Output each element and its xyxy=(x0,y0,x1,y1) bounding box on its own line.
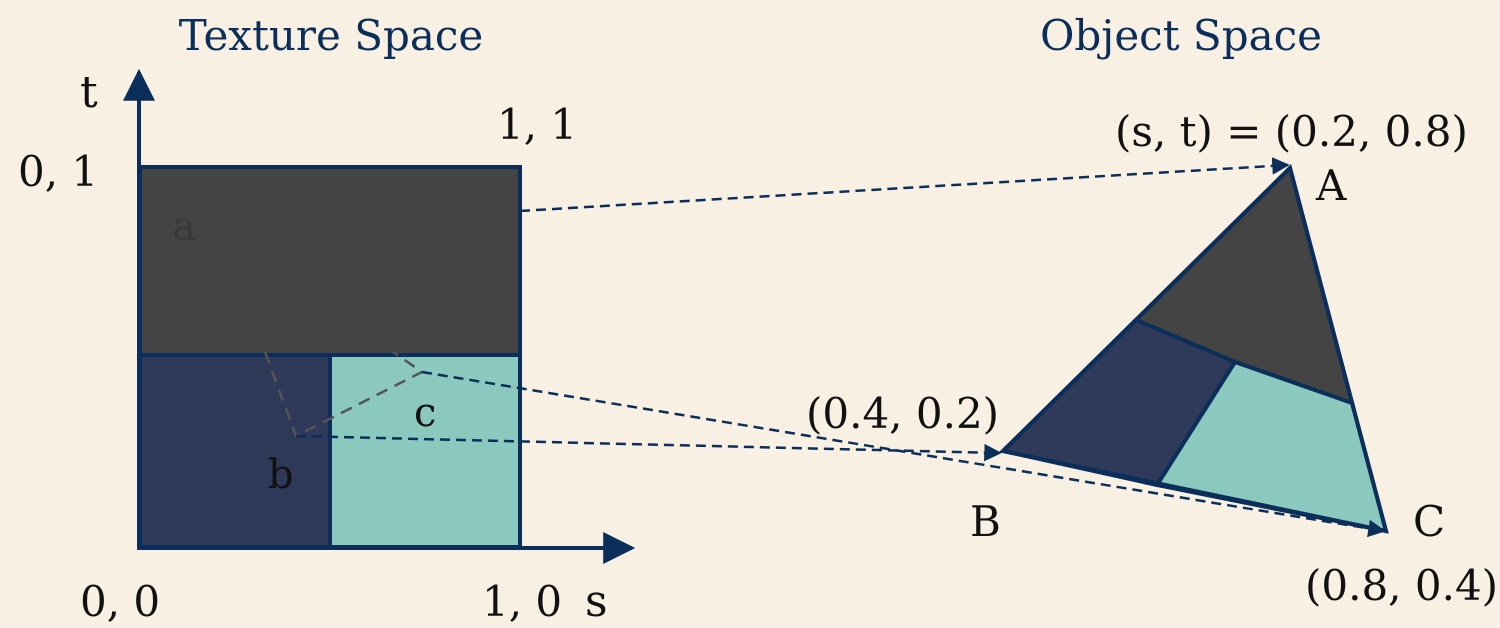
corner-label-0-1: 0, 1 xyxy=(18,147,98,196)
region-b-label: b xyxy=(268,452,294,498)
vertex-a-label: A xyxy=(1315,161,1347,210)
vertex-b-label: B xyxy=(970,497,1001,546)
texture-region-c xyxy=(328,353,522,549)
texture-triangle-outline xyxy=(263,350,425,438)
object-triangle xyxy=(998,164,1389,534)
texture-region-a xyxy=(138,165,522,357)
vertex-b-coord: (0.4, 0.2) xyxy=(806,389,999,438)
vertex-c-coord: (0.8, 0.4) xyxy=(1305,561,1498,610)
vertex-c-label: C xyxy=(1413,497,1445,546)
texture-region-b xyxy=(138,353,332,549)
axis-s-label: s xyxy=(585,576,608,624)
corner-label-1-1: 1, 1 xyxy=(497,100,577,149)
mapping-arrow-c xyxy=(421,370,1386,538)
mapping-arrow-a xyxy=(519,157,1290,213)
corner-label-1-0: 1, 0 xyxy=(482,577,562,624)
region-a-label: a xyxy=(172,204,196,250)
object-triangle-outline xyxy=(998,164,1389,534)
texture-space-title: Texture Space xyxy=(179,11,484,60)
axis-t-label: t xyxy=(80,67,98,118)
object-space-title: Object Space xyxy=(1040,11,1322,60)
vertex-a-coord: (s, t) = (0.2, 0.8) xyxy=(1115,107,1468,156)
mapping-arrow-b xyxy=(295,434,1002,462)
region-c-label: c xyxy=(414,390,436,436)
corner-label-0-0: 0, 0 xyxy=(80,577,160,624)
